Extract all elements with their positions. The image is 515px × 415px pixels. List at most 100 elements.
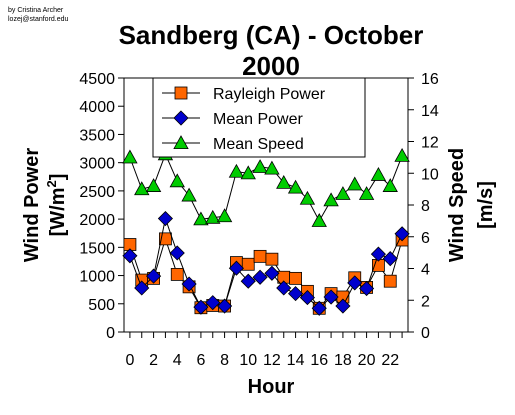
right-tick-label: 10	[421, 166, 439, 183]
data-point	[253, 249, 267, 263]
data-point	[311, 213, 327, 227]
data-point	[193, 211, 209, 226]
data-point	[122, 149, 138, 164]
legend-label: Mean Speed	[213, 136, 304, 153]
data-point	[394, 226, 410, 242]
legend-entry: Rayleigh Power	[162, 86, 326, 103]
data-point	[241, 257, 255, 271]
left-axis: 0 500 1000 1500 2000 2500 3000 3500 4000 4500	[79, 71, 124, 342]
data-point	[394, 147, 410, 162]
left-tick-label: 3500	[79, 127, 115, 144]
right-axis: 0 2 4 6 8 10 12 14 16	[408, 71, 439, 342]
data-point	[181, 276, 197, 292]
x-tick-label: 0	[125, 352, 134, 369]
left-tick-label: 1000	[79, 269, 115, 286]
data-point	[216, 208, 233, 223]
x-tick-label: 6	[196, 352, 205, 369]
left-axis-label: Wind Power	[21, 148, 43, 262]
right-tick-label: 16	[421, 71, 439, 88]
left-tick-label: 0	[106, 325, 115, 342]
data-point	[181, 187, 197, 202]
data-point	[264, 160, 280, 175]
x-axis: 0 2 4 6 8 10 12 14 16 18 20 22	[125, 332, 403, 369]
left-tick-label: 2500	[79, 184, 115, 201]
x-tick-label: 10	[239, 352, 257, 369]
data-point	[157, 210, 173, 227]
data-point	[205, 295, 221, 311]
legend-entry: Mean Speed	[162, 135, 304, 153]
left-axis-unit-close: ]	[47, 174, 69, 181]
legend-label: Mean Power	[213, 111, 303, 128]
right-axis-unit: [m/s]	[475, 181, 497, 229]
series-line	[129, 152, 403, 222]
left-tick-label: 2000	[79, 212, 115, 229]
left-tick-label: 4000	[79, 99, 115, 116]
data-point	[159, 232, 172, 246]
legend-marker	[174, 86, 188, 100]
data-point	[358, 186, 375, 200]
left-axis-label-main: Wind Power	[21, 148, 43, 262]
right-axis-label: Wind Speed	[446, 148, 468, 262]
data-point	[370, 167, 387, 181]
data-point	[228, 163, 245, 178]
data-point	[289, 271, 302, 285]
data-point	[335, 186, 351, 200]
chart-title-line2: 2000	[242, 51, 300, 81]
data-point	[169, 245, 185, 261]
right-tick-label: 12	[421, 135, 439, 152]
x-tick-label: 16	[310, 352, 328, 369]
legend: Rayleigh Power Mean Power Mean Speed	[152, 77, 366, 158]
legend-label: Rayleigh Power	[213, 86, 326, 103]
credit-author: by Cristina Archer	[8, 7, 64, 14]
series-mean-speed	[122, 146, 410, 227]
series-layer	[122, 146, 410, 316]
data-point	[217, 298, 233, 314]
x-tick-label: 18	[334, 352, 352, 369]
x-tick-label: 14	[287, 352, 305, 369]
data-point	[323, 289, 339, 305]
data-point	[335, 298, 351, 314]
right-tick-label: 14	[421, 103, 439, 120]
legend-marker	[173, 135, 189, 150]
data-point	[240, 273, 256, 289]
right-tick-label: 4	[421, 262, 430, 279]
data-point	[370, 246, 386, 262]
data-point	[382, 251, 398, 267]
credit-email: lozej@stanford.edu	[8, 16, 69, 23]
right-tick-label: 2	[421, 293, 430, 310]
x-tick-label: 22	[381, 352, 399, 369]
data-point	[311, 300, 327, 316]
right-tick-label: 6	[421, 230, 430, 247]
data-point	[383, 274, 397, 288]
data-point	[122, 248, 138, 264]
data-point	[288, 286, 304, 302]
left-tick-label: 3000	[79, 156, 115, 173]
x-tick-label: 4	[173, 352, 182, 369]
legend-marker	[173, 110, 189, 126]
left-axis-unit-text: [W/m	[47, 188, 69, 237]
data-point	[252, 159, 268, 173]
data-point	[265, 252, 279, 266]
data-point	[323, 192, 339, 207]
data-point	[276, 280, 292, 296]
data-point	[193, 299, 209, 315]
x-tick-label: 2	[149, 352, 158, 369]
data-point	[382, 178, 398, 192]
legend-entry: Mean Power	[162, 110, 303, 128]
data-point	[252, 269, 268, 285]
data-point	[169, 173, 185, 188]
left-tick-label: 4500	[79, 71, 115, 88]
left-axis-unit-sup: 2	[44, 180, 59, 187]
data-point	[134, 181, 150, 196]
x-tick-label: 20	[358, 352, 376, 369]
data-point	[276, 174, 292, 189]
data-point	[299, 290, 315, 306]
x-axis-label: Hour	[248, 376, 295, 398]
left-tick-label: 1500	[79, 240, 115, 257]
right-tick-label: 8	[421, 198, 430, 215]
data-point	[347, 275, 363, 291]
data-point	[264, 265, 280, 281]
data-point	[134, 280, 150, 296]
